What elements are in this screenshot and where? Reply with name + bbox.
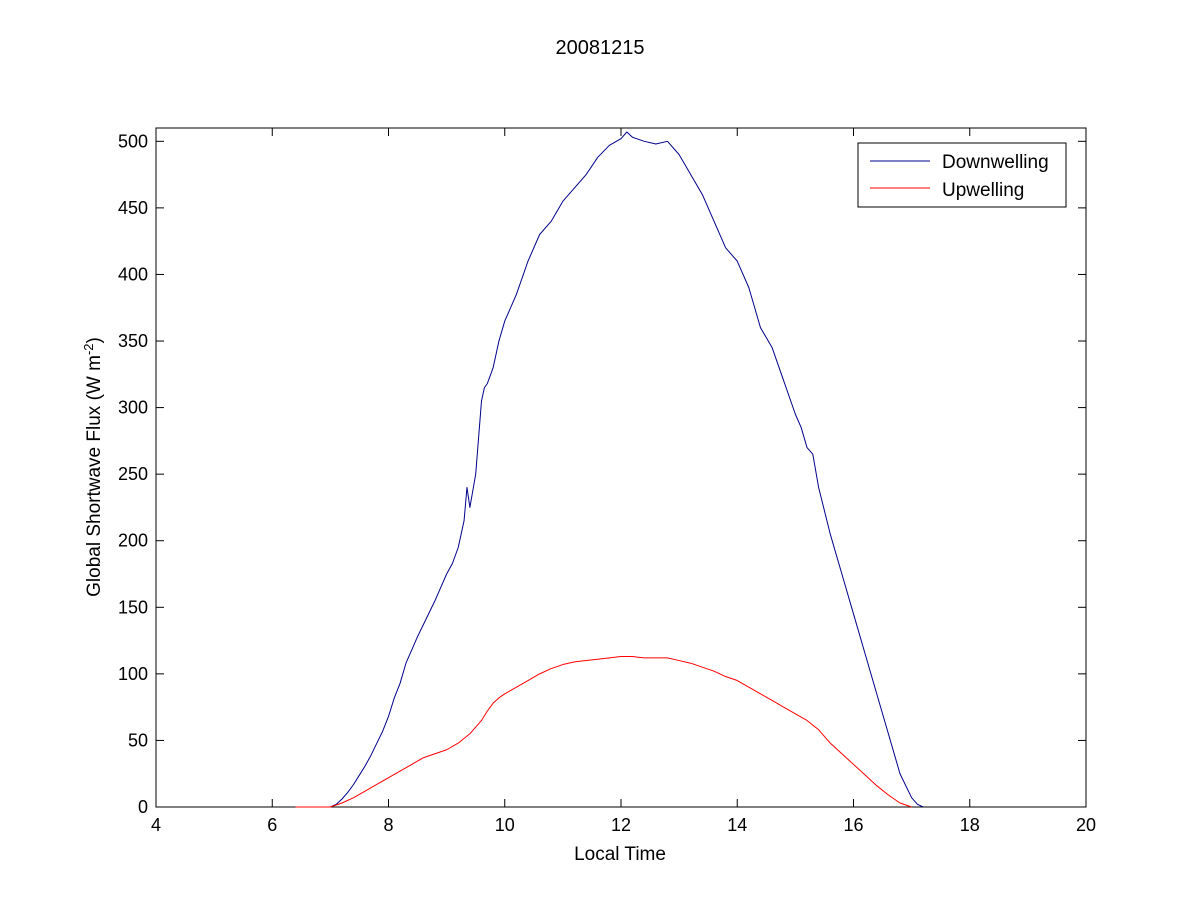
x-tick-label-0: 4 <box>151 815 161 835</box>
x-tick-label-4: 12 <box>611 815 631 835</box>
ticks-layer: 4 6 8 10 12 14 16 18 200501001502002503003504004… <box>118 128 1096 835</box>
y-axis-label-close: ) <box>84 337 105 343</box>
series-line-downwelling <box>295 131 924 808</box>
y-tick-label-9: 450 <box>118 198 148 218</box>
x-tick-label-2: 8 <box>383 815 393 835</box>
y-tick-label-7: 350 <box>118 331 148 351</box>
x-tick-label-6: 16 <box>843 815 863 835</box>
legend-box <box>857 142 1067 208</box>
x-tick-label-5: 14 <box>727 815 747 835</box>
y-axis-label-main: Global Shortwave Flux (W m <box>84 355 105 597</box>
x-tick-label-8: 20 <box>1076 815 1096 835</box>
x-tick-label-7: 18 <box>960 815 980 835</box>
series-layer <box>295 131 924 808</box>
y-tick-label-1: 50 <box>128 730 148 750</box>
chart-title: 20081215 <box>556 37 645 59</box>
series-line-upwelling <box>295 656 912 808</box>
y-tick-label-5: 250 <box>118 464 148 484</box>
y-axis-label: Global Shortwave Flux (W m-2) <box>81 337 106 597</box>
y-tick-label-0: 0 <box>138 797 148 817</box>
y-tick-label-8: 400 <box>118 264 148 284</box>
y-tick-label-4: 200 <box>118 531 148 551</box>
y-tick-label-3: 150 <box>118 597 148 617</box>
y-axis-label-superscript: -2 <box>81 343 96 355</box>
y-tick-label-10: 500 <box>118 131 148 151</box>
legend: Downwelling Upwelling <box>857 142 1067 208</box>
plot-frame <box>155 127 1087 808</box>
legend-downwelling-label: Downwelling <box>942 152 1049 173</box>
x-tick-label-1: 6 <box>267 815 277 835</box>
legend-upwelling-label: Upwelling <box>942 180 1024 201</box>
x-tick-label-3: 10 <box>495 815 515 835</box>
y-tick-label-6: 300 <box>118 398 148 418</box>
y-tick-label-2: 100 <box>118 664 148 684</box>
x-axis-label: Local Time <box>574 844 666 865</box>
